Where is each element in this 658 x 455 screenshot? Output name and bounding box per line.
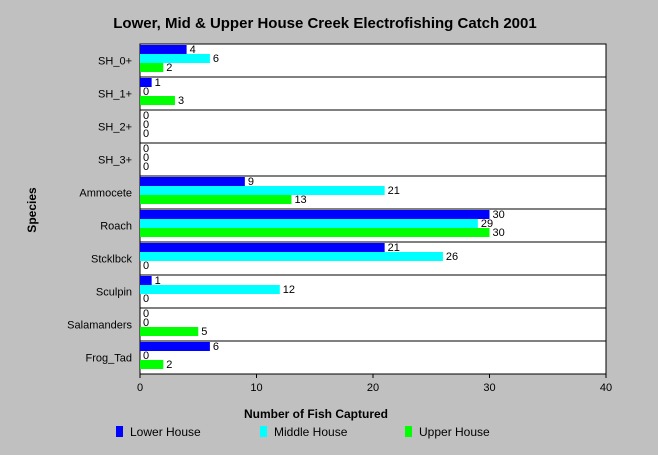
data-label: 6 [213,341,219,353]
y-axis-title: Species [25,187,39,233]
data-label: 3 [178,95,184,107]
category-label: SH_3+ [98,155,132,167]
data-label: 21 [388,242,400,254]
x-tick-label: 40 [600,382,612,394]
data-label: 9 [248,176,254,188]
bar [140,360,164,369]
data-label: 0 [143,119,149,131]
data-label: 0 [143,260,149,272]
data-label: 2 [166,62,172,74]
data-label: 0 [143,143,149,155]
data-label: 0 [143,110,149,122]
bar [140,285,280,294]
bar [140,252,443,261]
data-label: 12 [283,284,295,296]
data-label: 1 [155,77,161,89]
legend-swatch [405,426,412,437]
data-label: 1 [155,275,161,287]
data-label: 0 [143,293,149,305]
data-label: 4 [190,44,196,56]
data-label: 30 [493,227,505,239]
legend-label: Middle House [274,425,348,439]
bar [140,342,210,351]
data-label: 0 [143,152,149,164]
data-label: 5 [201,326,207,338]
bar [140,327,199,336]
bar [140,78,152,87]
data-label: 29 [481,218,493,230]
legend: Lower House Middle House Upper House [116,425,490,439]
x-axis-title: Number of Fish Captured [244,407,388,421]
bar [140,54,210,63]
bar [140,96,175,105]
bar [140,195,292,204]
bar [140,177,245,186]
x-axis-ticks: 0 10 20 30 40 [137,374,612,394]
data-label: 0 [143,161,149,173]
category-label: Stcklbck [91,254,132,266]
category-label: SH_1+ [98,89,132,101]
bars [140,45,490,369]
category-label: Sculpin [96,287,132,299]
data-label: 13 [294,194,306,206]
data-label: 26 [446,251,458,263]
data-label: 6 [213,53,219,65]
x-tick-label: 0 [137,382,143,394]
category-labels: SH_0+ SH_1+ SH_2+ SH_3+ Ammocete Roach Stcklbc… [67,56,132,365]
category-separators [140,76,606,342]
data-label: 0 [143,317,149,329]
x-tick-label: 10 [250,382,262,394]
bar [140,45,187,54]
x-tick-label: 30 [483,382,495,394]
legend-swatch [260,426,267,437]
data-label: 30 [493,209,505,221]
bar [140,276,152,285]
category-label: Roach [100,221,132,233]
data-label: 0 [143,350,149,362]
bar [140,210,490,219]
category-label: Frog_Tad [86,353,132,365]
legend-swatch [116,426,123,437]
bar [140,186,385,195]
x-tick-label: 20 [367,382,379,394]
bar [140,219,478,228]
legend-label: Upper House [419,425,490,439]
data-label: 2 [166,359,172,371]
category-label: Salamanders [67,320,132,332]
bar [140,243,385,252]
category-label: SH_0+ [98,56,132,68]
chart-title: Lower, Mid & Upper House Creek Electrofi… [113,15,536,32]
legend-label: Lower House [130,425,201,439]
data-label: 21 [388,185,400,197]
category-label: SH_2+ [98,122,132,134]
bar [140,63,164,72]
data-label: 0 [143,128,149,140]
data-label: 0 [143,308,149,320]
category-label: Ammocete [79,188,132,200]
data-label: 0 [143,86,149,98]
bar [140,228,490,237]
